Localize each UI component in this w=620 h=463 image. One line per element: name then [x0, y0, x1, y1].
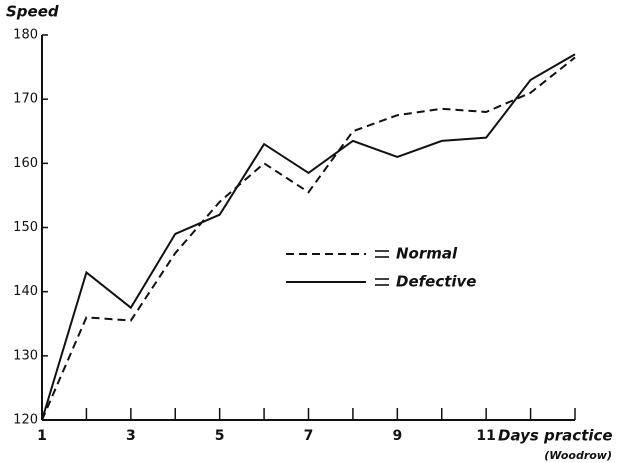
y-tick-label: 180 [13, 28, 38, 43]
y-tick-label: 170 [13, 92, 38, 107]
annotation: (Woodrow) [544, 449, 612, 462]
y-axis-label: Speed [6, 3, 59, 21]
legend-label: Normal [396, 245, 458, 263]
legend-label: Defective [396, 273, 476, 291]
x-tick-label: 1 [37, 428, 47, 444]
series-line [41, 53, 576, 421]
series-line [41, 56, 576, 421]
x-tick-label: 3 [126, 428, 136, 444]
x-axis-label: Days practice [498, 427, 613, 445]
x-tick-label: 9 [392, 428, 402, 444]
x-tick-label: 7 [304, 428, 314, 444]
y-tick-label: 130 [13, 348, 38, 363]
legend-equals [375, 250, 389, 286]
y-tick-label: 140 [13, 284, 38, 299]
x-tick-label: 5 [215, 428, 225, 444]
y-tick-label: 160 [13, 156, 38, 171]
x-tick-label: 11 [476, 428, 495, 444]
y-tick-label: 150 [13, 220, 38, 235]
y-tick-label: 120 [13, 413, 38, 428]
